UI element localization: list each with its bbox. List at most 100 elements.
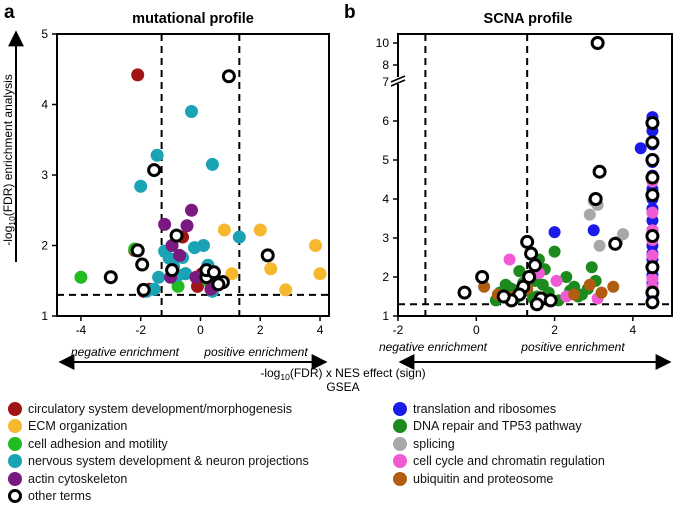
panel-a-y-tick-label: 2 (41, 239, 48, 253)
panel-b-point-dna_repair (586, 261, 598, 273)
legend-right: translation and ribosomes DNA repair and … (393, 400, 605, 488)
legend-swatch (8, 472, 22, 486)
panel-b-point-translation (588, 224, 600, 236)
panel-a-point-other (167, 265, 178, 276)
legend-swatch (8, 402, 22, 416)
legend-item-splicing: splicing (393, 435, 605, 453)
legend-item-cell_cycle: cell cycle and chromatin regulation (393, 453, 605, 471)
legend-swatch (8, 454, 22, 468)
legend-label: actin cytoskeleton (28, 472, 127, 486)
panel-b-point-dna_repair (549, 246, 561, 258)
panel-b-point-translation (549, 226, 561, 238)
panel-b-point-ubiquitin (596, 287, 608, 299)
panel-b-point-cell_cycle (504, 253, 516, 265)
panel-b-letter: b (344, 2, 356, 23)
panel-a-point-neuron (233, 231, 246, 244)
panel-a-letter: a (4, 2, 15, 23)
legend-item-ecm: ECM organization (8, 418, 309, 436)
panel-b-y-tick-label: 8 (382, 58, 389, 72)
panel-a-point-ecm (254, 223, 267, 236)
panel-a-x-tick-label: 0 (197, 323, 204, 337)
panel-a-point-circulatory (131, 68, 144, 81)
panel-a-y-tick-label: 5 (41, 27, 48, 41)
panel-a-y-tick-label: 3 (41, 168, 48, 182)
panel-b-y-tick-label: 4 (382, 192, 389, 206)
legend-label: ubiquitin and proteosome (413, 472, 553, 486)
panel-a-y-tick-label: 1 (41, 309, 48, 323)
panel-b-point-other (477, 272, 488, 283)
panel-b-point-other (647, 190, 658, 201)
panel-b-point-other (530, 260, 541, 271)
panel-b-point-cell_cycle (646, 207, 658, 219)
panel-b-point-other (592, 38, 603, 49)
panel-b-x-tick-label: 0 (473, 323, 480, 337)
panel-b-y-tick-label: 5 (382, 153, 389, 167)
legend-item-dna_repair: DNA repair and TP53 pathway (393, 418, 605, 436)
panel-a-point-actin (173, 249, 186, 262)
panel-b-y-tick-label: 7 (382, 75, 389, 89)
legend-swatch (393, 402, 407, 416)
legend-swatch (8, 489, 22, 503)
legend-item-translation: translation and ribosomes (393, 400, 605, 418)
panel-b-point-ubiquitin (584, 279, 596, 291)
panel-a-point-other (132, 245, 143, 256)
positive-enrichment-label-a: positive enrichment (203, 345, 308, 359)
panel-a-point-ecm (314, 267, 327, 280)
panel-b-x-tick-label: -2 (393, 323, 404, 337)
panel-b-title: SCNA profile (484, 11, 573, 27)
panel-b-x-tick-label: 2 (551, 323, 558, 337)
panel-b-point-other (498, 291, 509, 302)
legend-item-actin: actin cytoskeleton (8, 470, 309, 488)
panel-b-point-splicing (584, 209, 596, 221)
panel-a-y-tick-label: 4 (41, 98, 48, 112)
legend-item-other: other terms (8, 488, 309, 505)
panel-b-x-tick-label: 4 (630, 323, 637, 337)
panel-b-point-ubiquitin (568, 289, 580, 301)
panel-b-y-tick-label: 3 (382, 231, 389, 245)
legend-label: nervous system development & neuron proj… (28, 454, 309, 468)
panel-a-point-other (105, 272, 116, 283)
negative-enrichment-label-a: negative enrichment (71, 345, 180, 359)
panel-b-y-tick-label: 10 (376, 36, 390, 50)
panel-a-point-other (137, 259, 148, 270)
panel-a-point-ecm (218, 223, 231, 236)
panel-b-point-ubiquitin (607, 281, 619, 293)
panel-a-point-actin (158, 218, 171, 231)
panel-a-point-neuron (134, 180, 147, 193)
panel-a-point-ecm (279, 283, 292, 296)
legend-swatch (8, 419, 22, 433)
legend-label: circulatory system development/morphogen… (28, 402, 292, 416)
legend-left: circulatory system development/morphogen… (8, 400, 309, 505)
panel-b-point-other (522, 236, 533, 247)
panel-b-point-dna_repair (537, 279, 549, 291)
panel-a-point-neuron (185, 105, 198, 118)
legend-swatch (393, 419, 407, 433)
legend-item-adhesion: cell adhesion and motility (8, 435, 309, 453)
panel-a-point-neuron (206, 158, 219, 171)
panel-b-point-other (647, 155, 658, 166)
legend-item-ubiquitin: ubiquitin and proteosome (393, 470, 605, 488)
negative-enrichment-label-b: negative enrichment (379, 340, 488, 354)
legend-label: cell cycle and chromatin regulation (413, 454, 605, 468)
legend-label: DNA repair and TP53 pathway (413, 419, 582, 433)
panel-a-point-actin (181, 219, 194, 232)
panel-b-point-other (526, 248, 537, 259)
panel-b-point-other (647, 231, 658, 242)
panel-b-y-tick-label: 6 (382, 114, 389, 128)
panel-a-x-tick-label: 2 (257, 323, 264, 337)
panel-b-point-other (594, 166, 605, 177)
legend-label: other terms (28, 489, 91, 503)
legend-label: ECM organization (28, 419, 127, 433)
y-axis-label: -log10(FDR) enrichment analysis (1, 74, 17, 246)
panel-b-point-cell_cycle (646, 250, 658, 262)
legend-swatch (393, 472, 407, 486)
panel-b-point-other (647, 172, 658, 183)
panel-b-y-tick-label: 2 (382, 270, 389, 284)
legend-label: translation and ribosomes (413, 402, 556, 416)
panel-a-points (74, 68, 326, 297)
legend-swatch (393, 437, 407, 451)
panel-a-point-other (262, 250, 273, 261)
panel-a-x-tick-label: -4 (76, 323, 87, 337)
panel-b-point-splicing (594, 240, 606, 252)
panel-a-point-neuron (151, 149, 164, 162)
